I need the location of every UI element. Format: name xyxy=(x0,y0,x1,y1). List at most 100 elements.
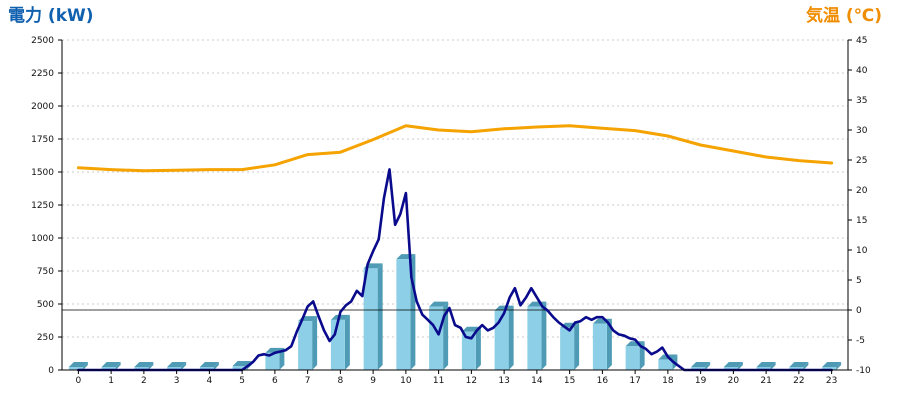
power-bar-top xyxy=(429,301,449,307)
x-tick-label: 9 xyxy=(370,376,376,386)
power-bar-front xyxy=(298,321,313,370)
right-tick-label: -10 xyxy=(856,366,871,376)
power-bar xyxy=(199,362,219,370)
right-tick-label: 45 xyxy=(856,36,867,46)
x-tick-label: 6 xyxy=(272,376,278,386)
power-bar xyxy=(68,362,88,370)
right-tick-label: -5 xyxy=(856,336,865,346)
x-tick-label: 0 xyxy=(76,376,82,386)
power-bar-front xyxy=(822,367,837,370)
tick-labels: 02505007501000125015001750200022502500-1… xyxy=(31,36,871,386)
x-tick-label: 19 xyxy=(695,376,707,386)
power-bar xyxy=(265,347,285,370)
right-tick-label: 25 xyxy=(856,156,867,166)
power-bar-front xyxy=(592,323,607,370)
power-bar-side xyxy=(181,362,187,370)
gridlines xyxy=(62,39,848,338)
power-bar-top xyxy=(789,362,809,367)
power-demand-line xyxy=(77,168,833,372)
power-bar xyxy=(396,254,416,370)
power-bar-top xyxy=(167,362,187,367)
left-tick-label: 2250 xyxy=(31,69,54,79)
x-tick-label: 17 xyxy=(629,376,640,386)
right-axis-title: 気温 (℃) xyxy=(805,6,882,26)
power-bar-front xyxy=(134,367,149,370)
right-tick-label: 15 xyxy=(856,216,867,226)
power-bar-side xyxy=(574,322,580,370)
x-tick-label: 10 xyxy=(400,376,412,386)
power-bar-front xyxy=(167,367,182,370)
power-bar xyxy=(789,362,809,370)
right-tick-label: 10 xyxy=(856,246,868,256)
power-bar-front xyxy=(756,367,771,370)
power-bar-side xyxy=(803,362,809,370)
left-tick-label: 2000 xyxy=(31,102,54,112)
power-bar-side xyxy=(82,362,88,370)
power-bar-front xyxy=(527,306,542,370)
right-tick-label: 30 xyxy=(856,126,868,136)
x-tick-label: 5 xyxy=(239,376,245,386)
x-tick-label: 13 xyxy=(498,376,509,386)
power-bar-side xyxy=(541,301,547,370)
x-tick-label: 20 xyxy=(728,376,740,386)
power-bar-front xyxy=(68,367,83,370)
right-tick-label: 0 xyxy=(856,306,862,316)
power-bar-side xyxy=(344,314,350,370)
power-bar-top xyxy=(494,305,514,311)
power-bar xyxy=(494,305,514,370)
power-bar-side xyxy=(148,362,154,370)
left-axis-title: 電力 (kW) xyxy=(8,6,94,26)
power-bar-front xyxy=(101,367,116,370)
power-bar-side xyxy=(115,362,121,370)
power-bar-top xyxy=(691,362,711,367)
power-bar xyxy=(723,362,743,370)
power-bar-side xyxy=(705,362,711,370)
x-tick-label: 23 xyxy=(826,376,837,386)
power-bar-side xyxy=(279,347,285,370)
right-tick-label: 35 xyxy=(856,96,867,106)
x-tick-label: 4 xyxy=(207,376,213,386)
power-bar-front xyxy=(461,331,476,370)
x-tick-label: 21 xyxy=(760,376,771,386)
x-tick-label: 15 xyxy=(564,376,575,386)
x-tick-label: 1 xyxy=(108,376,114,386)
power-bar xyxy=(691,362,711,370)
x-tick-label: 14 xyxy=(531,376,543,386)
power-bar-side xyxy=(475,326,481,370)
power-bar-side xyxy=(770,362,776,370)
power-bar xyxy=(134,362,154,370)
power-bar-side xyxy=(213,362,219,370)
x-tick-label: 22 xyxy=(793,376,804,386)
power-bar-top xyxy=(101,362,121,367)
power-bar-top xyxy=(134,362,154,367)
temperature-line xyxy=(76,124,834,173)
power-bar-front xyxy=(658,359,673,370)
power-bar-front xyxy=(789,367,804,370)
power-bar xyxy=(527,301,547,370)
power-bar-side xyxy=(377,263,383,370)
left-tick-label: 750 xyxy=(37,267,54,277)
left-tick-label: 1750 xyxy=(31,135,54,145)
power-bar-side xyxy=(606,318,612,370)
power-bar-front xyxy=(494,310,509,370)
left-tick-label: 1500 xyxy=(31,168,54,178)
power-bar-front xyxy=(265,352,280,370)
power-bar xyxy=(363,263,383,370)
power-bar xyxy=(461,326,481,370)
left-tick-label: 0 xyxy=(48,366,54,376)
left-tick-label: 500 xyxy=(37,300,54,310)
power-bar-side xyxy=(508,305,514,370)
right-tick-label: 40 xyxy=(856,66,868,76)
power-bar xyxy=(822,362,842,370)
x-tick-label: 7 xyxy=(305,376,311,386)
power-bar-top xyxy=(68,362,88,367)
power-bar-front xyxy=(691,367,706,370)
power-bar-front xyxy=(723,367,738,370)
power-bar xyxy=(330,314,350,370)
left-tick-label: 2500 xyxy=(31,36,54,46)
power-bar-top xyxy=(756,362,776,367)
power-bar xyxy=(756,362,776,370)
power-bar-front xyxy=(199,367,214,370)
power-bar-side xyxy=(312,316,318,370)
